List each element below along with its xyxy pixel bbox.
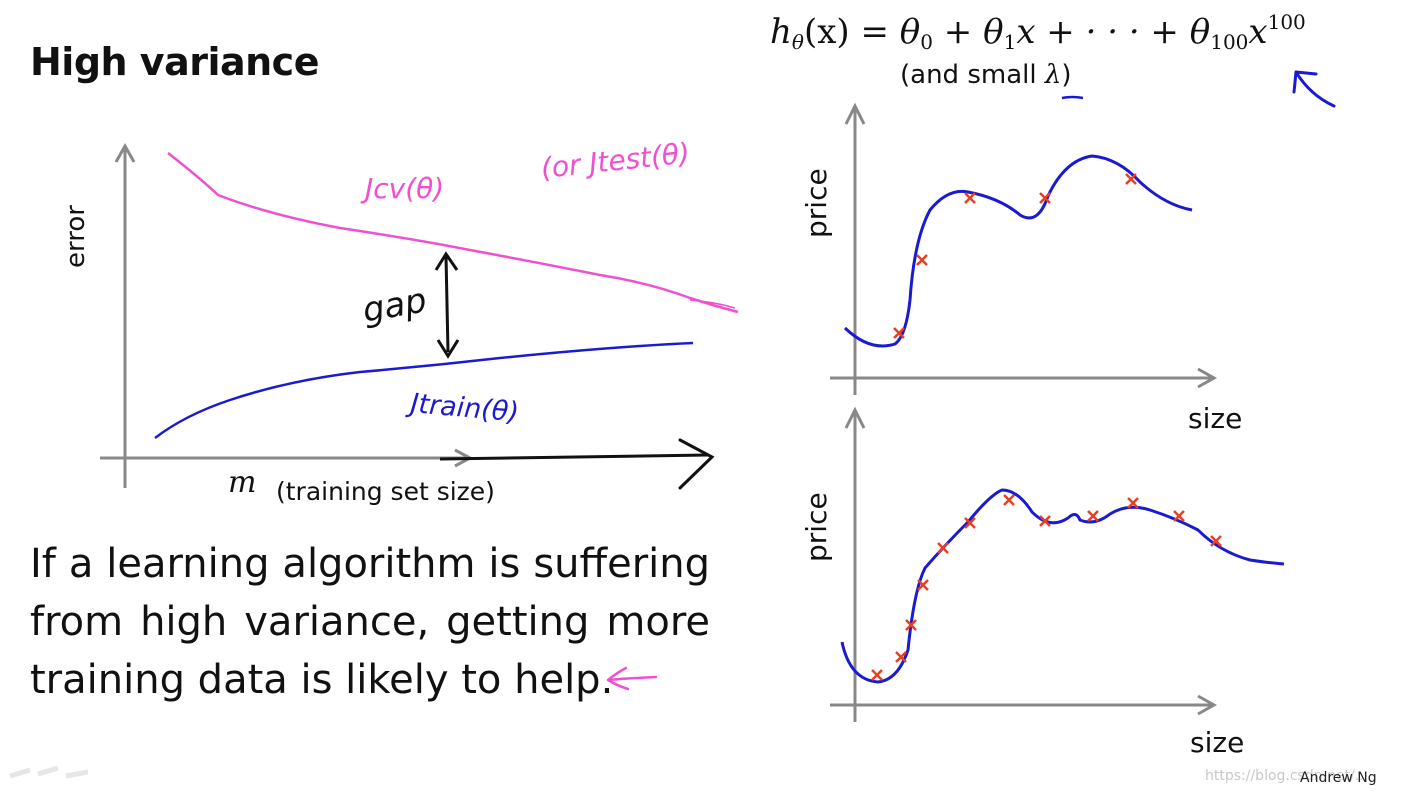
error-axis-label: error [61, 205, 91, 268]
watermark-url: https://blog.csdn.net/... [1205, 768, 1369, 784]
jcv-label: Jcv(θ) [360, 172, 444, 205]
training-set-size-label: (training set size) [276, 477, 495, 506]
top-plot-axes [830, 102, 1218, 395]
top-size-label: size [1188, 402, 1242, 435]
top-data-points [893, 173, 1137, 339]
gap-arrow-icon [434, 251, 460, 359]
corner-decoration [9, 765, 89, 779]
bottom-fit-curve [840, 488, 1285, 684]
learning-curve-axes [100, 142, 715, 490]
hypothesis-formula: hθ(x) = θ0 + θ1x + · · · + θ100x100 [770, 10, 1306, 54]
top-overfit-curve [843, 154, 1193, 348]
pink-arrow-icon [606, 666, 658, 691]
formula-arrow-icon [1292, 70, 1336, 108]
jtrain-curve [154, 341, 694, 439]
jtest-label: (or Jtest(θ) [539, 137, 691, 185]
bottom-price-label: price [800, 492, 833, 562]
bottom-data-points [871, 494, 1222, 681]
gap-label: gap [360, 280, 430, 331]
jcv-curve [167, 152, 739, 314]
author-credit: Andrew Ng [1300, 770, 1377, 786]
top-price-label: price [800, 168, 833, 238]
lambda-underline [1061, 95, 1084, 100]
bottom-plot-axes [830, 406, 1218, 722]
bottom-size-label: size [1190, 726, 1244, 759]
jtrain-label: Jtrain(θ) [404, 388, 520, 429]
m-variable: m [228, 465, 256, 500]
body-text: If a learning algorithm is suffering fro… [30, 541, 710, 703]
small-lambda-note: (and small λ) [900, 60, 1072, 90]
slide-title: High variance [30, 40, 319, 84]
